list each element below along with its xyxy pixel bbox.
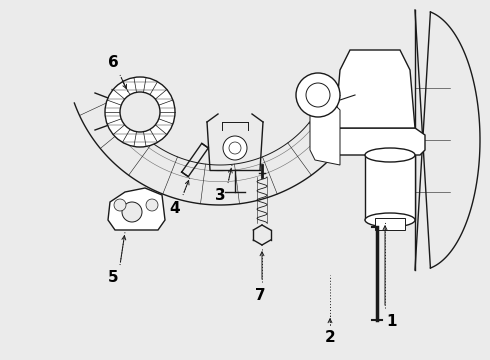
Polygon shape [335, 50, 415, 128]
Polygon shape [310, 95, 340, 165]
Circle shape [105, 77, 175, 147]
Polygon shape [108, 188, 165, 230]
Circle shape [296, 73, 340, 117]
Circle shape [306, 83, 330, 107]
Bar [365, 155, 415, 220]
Circle shape [223, 136, 247, 160]
Bar [375, 218, 405, 230]
Polygon shape [325, 128, 425, 155]
Text: 6: 6 [108, 54, 119, 69]
Circle shape [146, 199, 158, 211]
Text: 7: 7 [255, 288, 265, 302]
Text: 2: 2 [324, 330, 335, 346]
Text: 4: 4 [170, 201, 180, 216]
Circle shape [122, 202, 142, 222]
Ellipse shape [365, 213, 415, 227]
Circle shape [120, 92, 160, 132]
Text: 1: 1 [387, 315, 397, 329]
Ellipse shape [365, 148, 415, 162]
Circle shape [114, 199, 126, 211]
Text: 3: 3 [215, 188, 225, 202]
Text: 5: 5 [108, 270, 118, 285]
